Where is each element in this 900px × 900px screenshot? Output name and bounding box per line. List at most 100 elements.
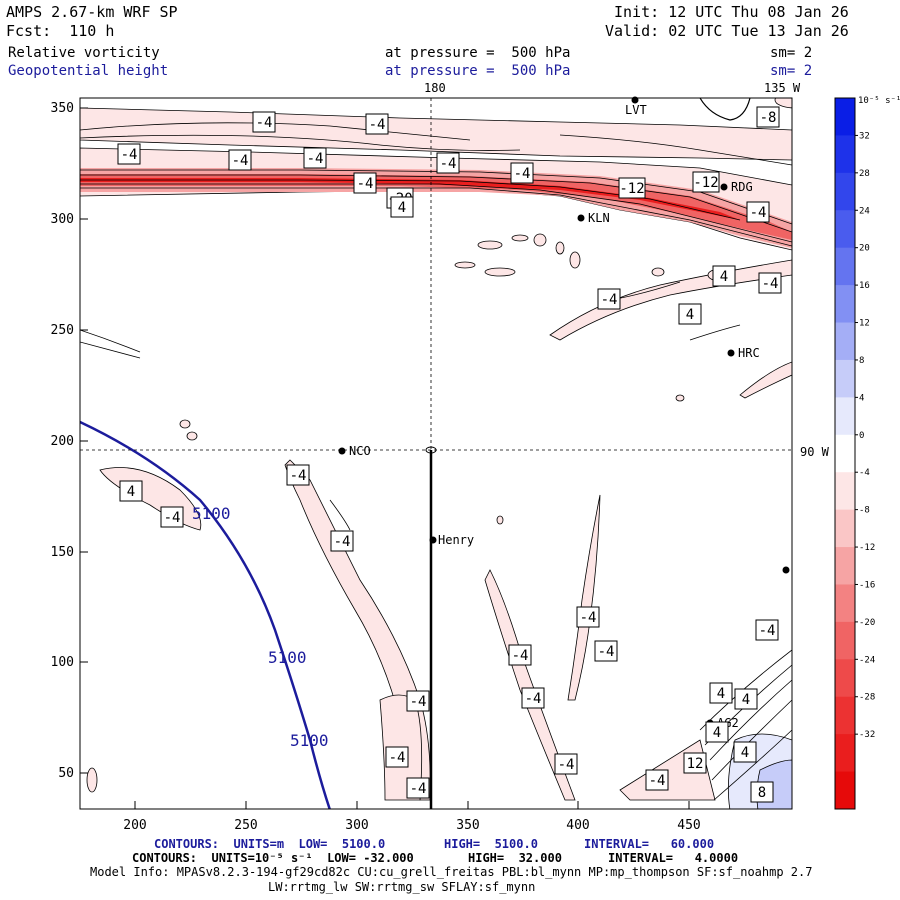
vorticity-label: -4: [758, 272, 782, 294]
colorbar-label: -16: [859, 580, 875, 590]
height-label: 5100: [268, 648, 307, 667]
vorticity-label: -4: [385, 746, 409, 768]
footer-vort-interval: INTERVAL= 4.0000: [608, 851, 739, 865]
vorticity-label: 4: [733, 741, 757, 763]
vorticity-label-text: 8: [758, 785, 766, 801]
vorticity-label-text: -12: [619, 181, 644, 197]
colorbar-label: 20: [859, 244, 870, 254]
y-tick: 50: [58, 766, 74, 781]
vorticity-label-text: 4: [686, 307, 694, 323]
station-marker: [577, 214, 585, 222]
station-marker: [338, 447, 346, 455]
vorticity-label: -12: [618, 177, 646, 199]
footer-height-interval: INTERVAL= 60.000: [584, 837, 715, 851]
vorticity-label-text: -4: [307, 151, 324, 167]
height-label: 5100: [192, 504, 231, 523]
colorbar-label: -20: [859, 618, 875, 628]
colorbar-swatch: [835, 621, 855, 660]
station-marker: [429, 536, 437, 544]
footer-vort-high: HIGH= 32.000: [468, 851, 562, 865]
vorticity-label: -4: [755, 619, 779, 641]
vorticity-label: -12: [692, 171, 720, 193]
footer-height-high: HIGH= 5100.0: [444, 837, 538, 851]
field1-smooth: sm= 2: [770, 45, 813, 61]
colorbar-label: 8: [859, 356, 864, 366]
vorticity-label-text: 4: [398, 200, 406, 216]
vorticity-label: -4: [594, 640, 618, 662]
vorticity-label: -4: [330, 530, 354, 552]
colorbar-label: 32: [859, 131, 870, 141]
vorticity-label-text: -4: [121, 147, 138, 163]
vorticity-label-text: -4: [389, 750, 406, 766]
vorticity-label: -4: [576, 606, 600, 628]
vorticity-label-text: -4: [649, 773, 666, 789]
colorbar-swatch: [835, 734, 855, 773]
vorticity-label-text: -4: [232, 153, 249, 169]
colorbar-label: -4: [859, 468, 870, 478]
colorbar-swatch: [835, 659, 855, 698]
colorbar-swatch: [835, 172, 855, 211]
vorticity-label: -4: [510, 162, 534, 184]
vorticity-label: -4: [436, 152, 460, 174]
y-tick: 100: [51, 655, 74, 670]
vorticity-label-text: -4: [558, 757, 575, 773]
y-tick: 350: [51, 101, 74, 116]
station-marker: [631, 96, 639, 104]
colorbar-swatch: [835, 509, 855, 548]
vorticity-label: 4: [390, 196, 414, 218]
colorbar-unit: 10⁻⁵ s⁻¹: [858, 96, 900, 106]
colorbar-label: 0: [859, 431, 864, 441]
vorticity-label-text: -4: [369, 117, 386, 133]
field1-level: at pressure = 500 hPa: [385, 45, 571, 61]
colorbar-label: 16: [859, 281, 870, 291]
vorticity-label-text: -8: [760, 110, 777, 126]
colorbar-label: -24: [859, 655, 875, 665]
colorbar-swatch: [835, 547, 855, 585]
vorticity-label: -4: [406, 777, 430, 799]
x-tick: 250: [234, 818, 257, 833]
vorticity-label: -4: [597, 288, 621, 310]
colorbar-swatch: [835, 98, 855, 136]
station-label-kln: KLN: [588, 211, 610, 225]
vorticity-label-text: 4: [720, 269, 728, 285]
station-marker: [727, 349, 735, 357]
vorticity-label: -4: [508, 644, 532, 666]
station-marker: [782, 566, 790, 574]
vorticity-label-text: 12: [687, 756, 704, 772]
colorbar-swatch: [835, 696, 855, 735]
vorticity-label-text: -4: [410, 781, 427, 797]
footer-vort-contours: CONTOURS: UNITS=10⁻⁵ s⁻¹ LOW= -32.000: [132, 851, 414, 865]
vorticity-label: -4: [303, 147, 327, 169]
vorticity-label-text: -4: [410, 694, 427, 710]
vorticity-label: 4: [712, 265, 736, 287]
colorbar-label: 24: [859, 206, 870, 216]
colorbar-label: -8: [859, 506, 870, 516]
vorticity-label-text: -4: [762, 276, 779, 292]
colorbar-swatch: [835, 397, 855, 436]
vorticity-label: -4: [746, 201, 770, 223]
colorbar-label: 4: [859, 393, 864, 403]
lon-label-180: 180: [424, 81, 446, 95]
vorticity-label: -8: [756, 106, 780, 128]
vorticity-label: 4: [709, 682, 733, 704]
footer-model-info: Model Info: MPASv8.2.3-194-gf29cd82c CU:…: [90, 865, 813, 879]
vorticity-label: 4: [705, 721, 729, 743]
field2-name: Geopotential height: [8, 63, 169, 79]
vorticity-label-text: -4: [290, 468, 307, 484]
x-tick: 350: [456, 818, 479, 833]
colorbar-label: 12: [859, 319, 870, 329]
colorbar-label: -28: [859, 693, 875, 703]
vorticity-label-text: 4: [713, 725, 721, 741]
x-tick: 450: [677, 818, 700, 833]
vorticity-label: -4: [365, 113, 389, 135]
colorbar-swatch: [835, 472, 855, 511]
vorticity-label-text: -4: [256, 115, 273, 131]
vorticity-label-text: -4: [598, 644, 615, 660]
x-tick: 300: [345, 818, 368, 833]
vorticity-label-text: -4: [334, 534, 351, 550]
vorticity-label-text: 4: [127, 484, 135, 500]
vorticity-label: 4: [119, 480, 143, 502]
y-tick: 200: [51, 434, 74, 449]
colorbar-swatch: [835, 584, 855, 623]
